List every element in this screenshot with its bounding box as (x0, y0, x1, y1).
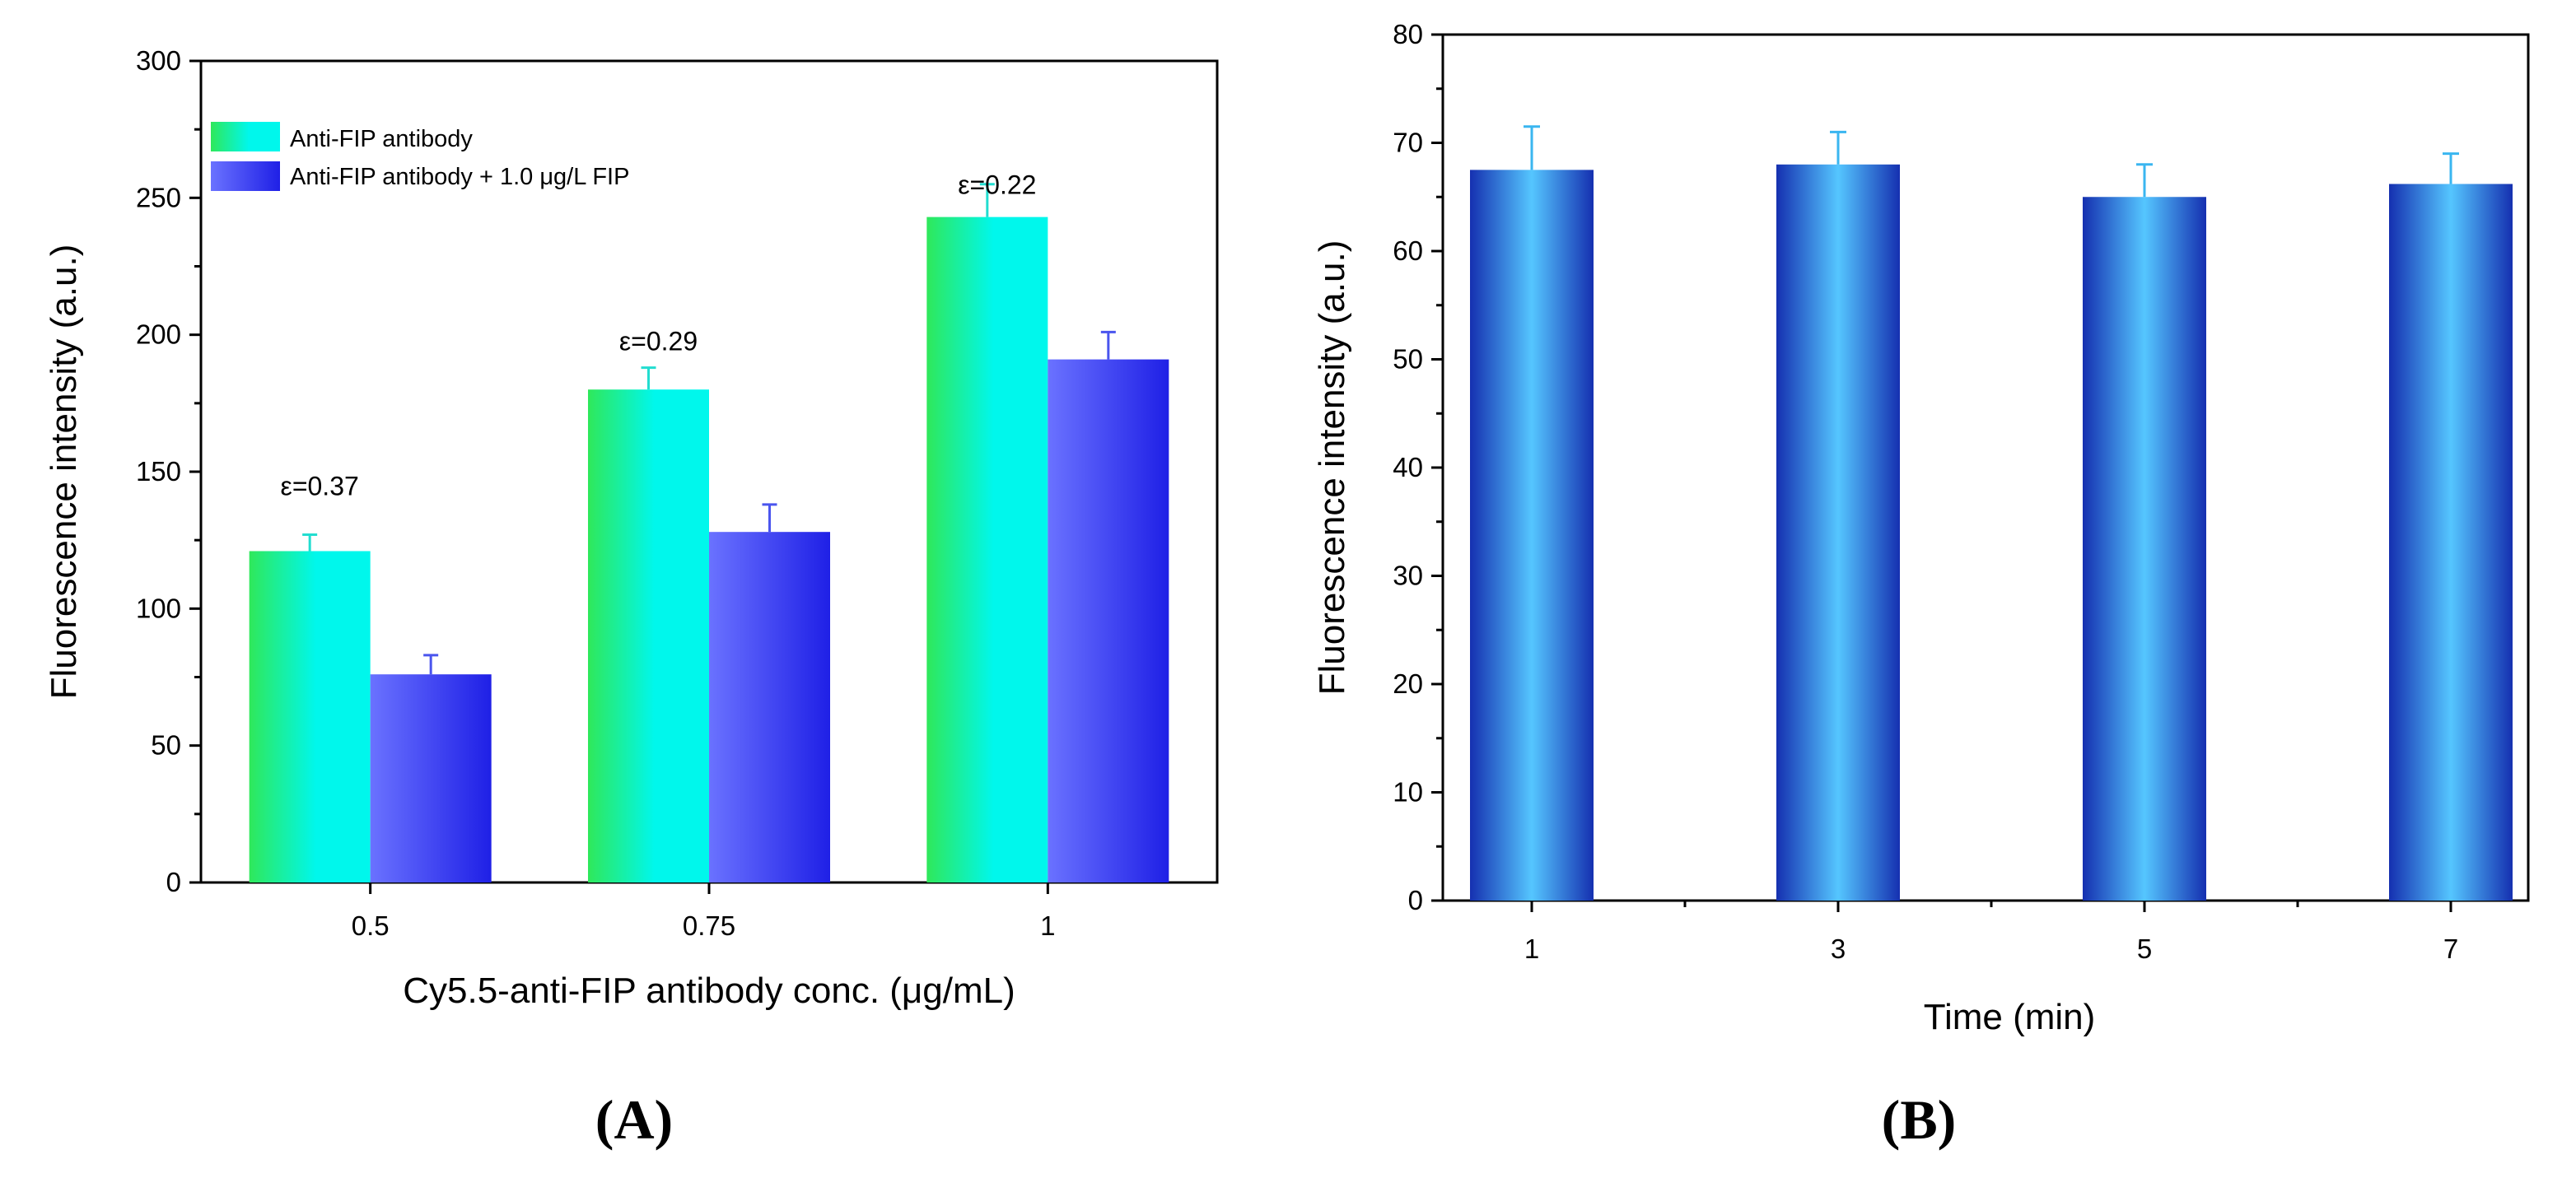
x-axis-title-b: Time (min) (1924, 997, 2096, 1037)
y-tick-label-b: 10 (1393, 777, 1423, 808)
y-axis-title-b: Fluorescence intensity (a.u.) (1312, 240, 1352, 696)
y-tick-label-b: 20 (1393, 668, 1423, 699)
y-tick-label-a: 200 (136, 319, 181, 350)
x-tick-label-a: 0.75 (683, 910, 735, 941)
panel-label-a: (A) (595, 1088, 673, 1151)
legend: Anti-FIP antibody Anti-FIP antibody + 1.… (211, 122, 629, 191)
y-tick-label-b: 50 (1393, 344, 1423, 375)
legend-swatch-anti-fip-plus-fip (211, 161, 280, 191)
y-axis-title-a: Fluorescence intensity (a.u.) (44, 244, 84, 700)
y-tick-label-b: 70 (1393, 128, 1423, 158)
bar-a-series-2 (709, 532, 830, 882)
x-tick-label-a: 0.5 (352, 910, 390, 941)
y-tick-label-b: 0 (1408, 885, 1423, 915)
chart-panel-b: 0 10 20 30 40 50 60 70 80 1 3 5 7 Fluorescence inte… (1312, 19, 2530, 1151)
y-tick-label-b: 80 (1393, 19, 1423, 49)
plot-frame-b (1441, 33, 2530, 902)
y-tick-label-b: 40 (1393, 452, 1423, 482)
y-tick-label-a: 50 (151, 730, 181, 761)
x-tick-label-b: 7 (2443, 934, 2458, 964)
y-tick-label-b: 60 (1393, 235, 1423, 266)
bar-a-series-1 (588, 389, 709, 882)
y-tick-label-a: 150 (136, 456, 181, 487)
bar-a-series-2 (1048, 359, 1169, 882)
error-bar-b (2136, 163, 2153, 198)
error-bar-b (2443, 152, 2459, 184)
bar-a-series-1 (249, 551, 371, 882)
legend-label-anti-fip: Anti-FIP antibody (290, 126, 473, 152)
x-tick-label-a: 1 (1040, 910, 1055, 941)
bar-b (1776, 164, 1900, 901)
error-bar-a (302, 533, 318, 552)
bar-a-series-2 (370, 674, 492, 882)
x-tick-label-b: 1 (1524, 934, 1539, 964)
bar-b (1470, 170, 1594, 901)
bar-a-series-1 (926, 217, 1048, 882)
epsilon-annotation: ε=0.22 (958, 170, 1036, 200)
y-tick-label-a: 100 (136, 593, 181, 623)
legend-swatch-anti-fip (211, 122, 280, 151)
error-bar-a (641, 366, 656, 390)
legend-label-anti-fip-plus-fip: Anti-FIP antibody + 1.0 μg/L FIP (290, 164, 629, 190)
epsilon-annotation: ε=0.29 (619, 326, 698, 356)
error-bar-a (423, 654, 439, 675)
y-tick-label-b: 30 (1393, 561, 1423, 591)
y-tick-label-a: 300 (136, 45, 181, 76)
error-bar-a (1100, 330, 1116, 360)
error-bar-a (979, 183, 995, 217)
error-bar-a (762, 503, 777, 533)
x-tick-label-b: 5 (2137, 934, 2152, 964)
y-tick-label-a: 0 (166, 867, 181, 897)
bar-b (2389, 184, 2513, 901)
bar-b (2083, 197, 2206, 901)
y-tick-label-a: 250 (136, 182, 181, 212)
epsilon-annotation: ε=0.37 (281, 472, 359, 501)
panel-label-b: (B) (1882, 1088, 1957, 1151)
error-bar-b (1524, 125, 1540, 170)
error-bar-b (1830, 130, 1846, 165)
x-tick-label-b: 3 (1831, 934, 1846, 964)
chart-panel-a: 0 50 100 150 200 250 300 0.5 0.75 1 ε=0.37 ε=0.29… (44, 45, 1219, 1151)
x-axis-title-a: Cy5.5-anti-FIP antibody conc. (μg/mL) (403, 971, 1015, 1011)
